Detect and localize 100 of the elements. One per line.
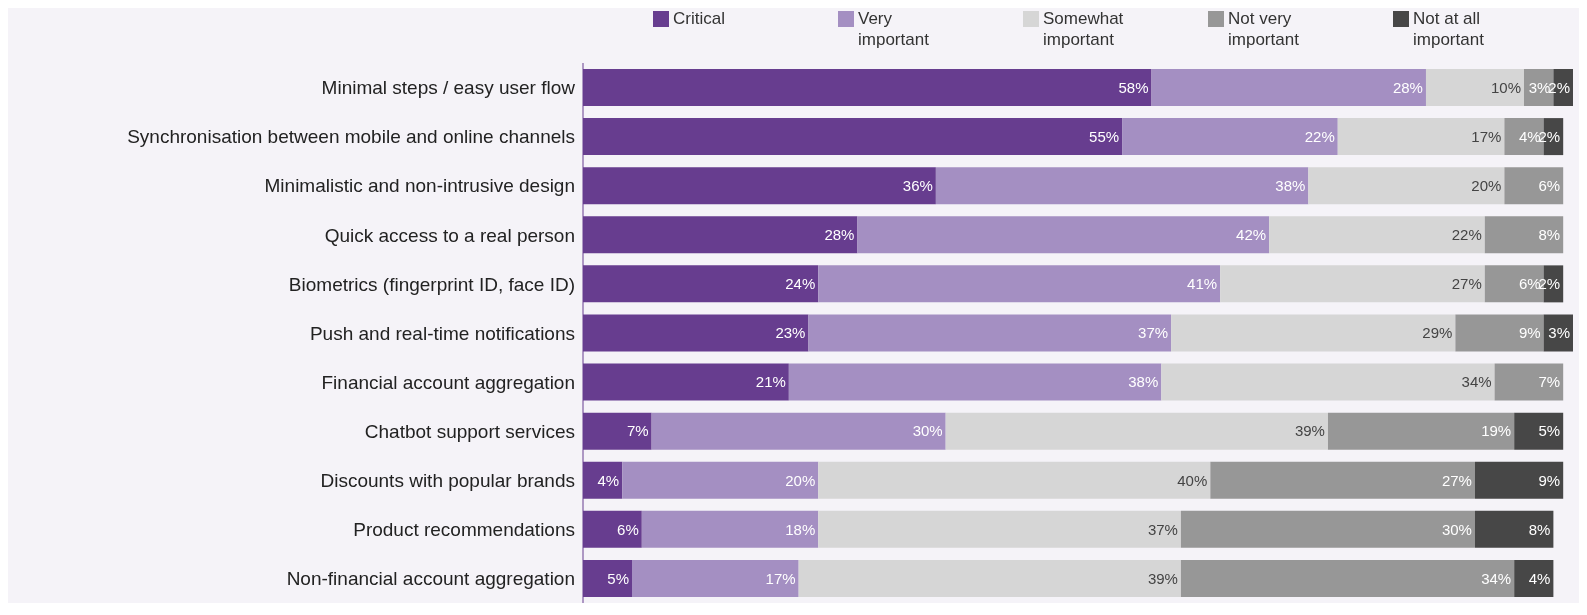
data-label: 6% <box>1518 275 1541 293</box>
data-label: 30% <box>1441 520 1472 538</box>
bar <box>1425 69 1524 106</box>
data-label: 40% <box>1177 471 1208 489</box>
data-label: 30% <box>912 422 943 440</box>
y-tick-label: Push and real-time notifications <box>309 322 575 344</box>
y-tick-label: Synchronisation between mobile and online channels <box>127 126 575 148</box>
bar <box>1161 363 1495 401</box>
bar <box>1504 167 1564 205</box>
data-label: 2% <box>1538 127 1561 145</box>
data-label: 3% <box>1548 324 1570 342</box>
bar <box>1220 265 1485 303</box>
data-label: 22% <box>1304 127 1335 145</box>
data-label: 20% <box>1471 177 1502 195</box>
data-label: 28% <box>824 226 855 244</box>
data-label: 6% <box>617 520 639 538</box>
bar <box>1337 118 1505 156</box>
bar <box>1474 510 1554 548</box>
legend-label: Not at all important <box>1413 8 1485 50</box>
legend-label: Not very important <box>1228 8 1300 50</box>
data-label: 21% <box>755 373 786 391</box>
data-label: 37% <box>1147 520 1178 538</box>
y-tick-label: Discounts with popular brands <box>320 470 575 492</box>
data-label: 7% <box>626 422 649 440</box>
data-label: 6% <box>1538 177 1561 195</box>
data-label: 55% <box>1089 127 1120 145</box>
bar <box>935 167 1309 205</box>
bar <box>818 461 1211 499</box>
bar <box>1514 412 1564 450</box>
bar <box>1327 412 1515 450</box>
data-label: 5% <box>607 569 630 587</box>
bar <box>1494 363 1564 401</box>
bar <box>857 216 1270 254</box>
y-tick-label: Minimal steps / easy user flow <box>321 77 576 99</box>
data-label: 4% <box>1518 127 1541 145</box>
data-label: 34% <box>1461 373 1492 391</box>
data-label: 8% <box>1528 520 1551 538</box>
data-label: 39% <box>1147 569 1178 587</box>
bar <box>651 412 946 450</box>
data-label: 37% <box>1138 324 1169 342</box>
data-label: 2% <box>1538 275 1561 293</box>
bar <box>1151 69 1426 106</box>
bar <box>818 265 1221 303</box>
data-label: 5% <box>1538 422 1561 440</box>
data-label: 17% <box>765 569 796 587</box>
data-label: 27% <box>1451 275 1482 293</box>
data-label: 20% <box>785 471 816 489</box>
data-label: 22% <box>1451 226 1482 244</box>
data-label: 2% <box>1548 78 1570 96</box>
data-label: 8% <box>1538 226 1561 244</box>
data-label: 19% <box>1481 422 1512 440</box>
data-label: 18% <box>785 520 816 538</box>
data-label: 28% <box>1392 78 1423 96</box>
bar <box>1210 461 1475 499</box>
data-label: 27% <box>1441 471 1472 489</box>
data-label: 10% <box>1490 78 1521 96</box>
data-label: 17% <box>1471 127 1502 145</box>
bar <box>1514 559 1554 597</box>
data-label: 38% <box>1275 177 1306 195</box>
bar <box>1455 314 1544 352</box>
data-label: 58% <box>1118 78 1149 96</box>
data-label: 36% <box>902 177 933 195</box>
y-tick-label: Minimalistic and non-intrusive design <box>264 175 575 197</box>
data-label: 34% <box>1481 569 1512 587</box>
data-label: 24% <box>785 275 816 293</box>
data-label: 3% <box>1528 78 1551 96</box>
bar <box>1308 167 1505 205</box>
data-label: 4% <box>1528 569 1551 587</box>
bar <box>1171 314 1456 352</box>
bar <box>808 314 1172 352</box>
bar <box>1180 510 1475 548</box>
data-label: 4% <box>597 471 620 489</box>
bar <box>1474 461 1564 499</box>
y-tick-label: Chatbot support services <box>364 420 575 442</box>
data-label: 38% <box>1128 373 1159 391</box>
bar <box>1269 216 1485 254</box>
bar <box>788 363 1162 401</box>
bar <box>1484 216 1564 254</box>
y-tick-label: Financial account aggregation <box>321 371 575 393</box>
bar <box>798 559 1181 597</box>
data-label: 9% <box>1538 471 1561 489</box>
bar <box>632 559 799 597</box>
bar <box>945 412 1328 450</box>
bar <box>1180 559 1515 597</box>
bar <box>818 510 1181 548</box>
legend-label: Critical <box>673 8 726 29</box>
bar <box>1122 118 1338 156</box>
bar <box>622 461 819 499</box>
legend-label: Very important <box>858 8 930 50</box>
data-label: 29% <box>1422 324 1453 342</box>
legend-label: Somewhat important <box>1043 8 1125 50</box>
y-tick-label: Product recommendations <box>353 519 575 541</box>
y-tick-label: Quick access to a real person <box>324 224 575 246</box>
data-label: 9% <box>1518 324 1541 342</box>
bar <box>641 510 819 548</box>
data-label: 23% <box>775 324 806 342</box>
y-tick-label: Biometrics (fingerprint ID, face ID) <box>288 273 575 295</box>
y-tick-label: Non-financial account aggregation <box>286 568 575 590</box>
data-label: 39% <box>1294 422 1325 440</box>
data-label: 41% <box>1187 275 1218 293</box>
